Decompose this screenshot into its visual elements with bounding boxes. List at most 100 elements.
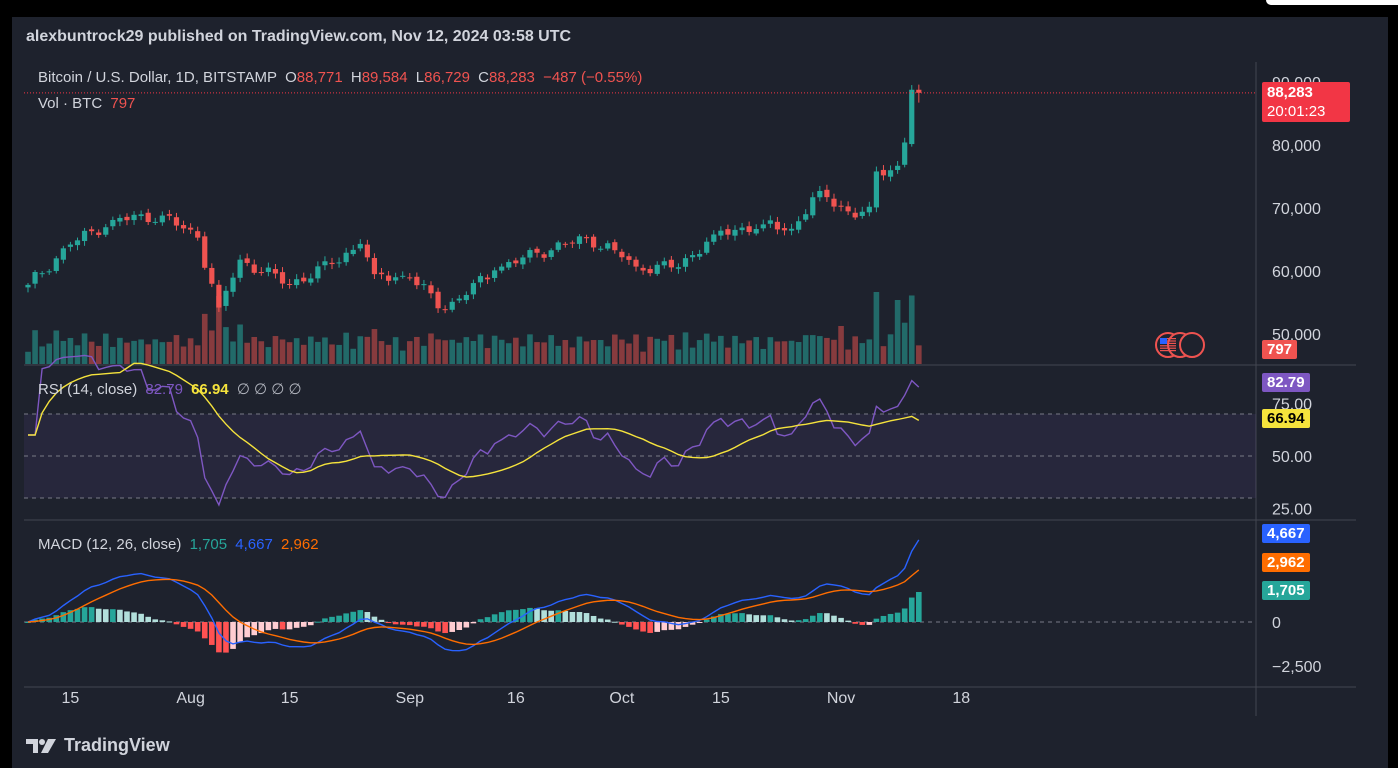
volume-bar: [527, 334, 533, 364]
close-value: 88,283: [489, 69, 535, 86]
macd-hist-bar: [703, 619, 710, 622]
macd-hist-bar: [916, 591, 922, 622]
tradingview-logo-icon: [26, 738, 56, 753]
volume-bar: [845, 349, 851, 364]
volume-bar: [456, 342, 463, 364]
volume-bar: [385, 344, 392, 364]
flag-stripe: [1160, 347, 1176, 349]
macd-hist-bar: [894, 612, 901, 622]
candle-body: [244, 258, 250, 263]
candle-body: [513, 260, 519, 264]
volume-bar: [838, 326, 844, 364]
volume-bar: [209, 330, 215, 364]
candle-body: [96, 232, 102, 235]
rsi-ma-line: [28, 362, 920, 478]
time-tick-label: 15: [712, 690, 730, 707]
volume-bar: [315, 341, 321, 364]
volume-bar: [293, 338, 300, 364]
candle-body: [53, 258, 59, 271]
volume-bar: [421, 345, 427, 364]
change-value: −487 (−0.55%): [543, 69, 643, 86]
volume-bar: [513, 337, 519, 364]
macd-hist-bar: [74, 608, 81, 622]
volume-bar: [569, 347, 576, 364]
candle-body: [449, 301, 455, 310]
macd-hist-bar: [484, 617, 491, 622]
macd-hist-bar: [718, 614, 724, 622]
macd-hist-bar: [88, 607, 95, 622]
countdown-value: 20:01:23: [1267, 103, 1326, 120]
volume-bar: [484, 348, 491, 364]
macd-hist-bar: [138, 613, 144, 622]
volume-tag: 797: [1262, 340, 1298, 359]
volume-bar: [414, 336, 420, 364]
volume-value: 797: [110, 95, 136, 112]
high-label: H: [350, 69, 362, 86]
volume-bar: [541, 342, 547, 364]
candle-body: [520, 257, 526, 265]
volume-bar: [131, 340, 137, 364]
volume-bar: [364, 336, 371, 364]
macd-hist-bar: [152, 619, 159, 622]
candle-body: [781, 228, 788, 231]
volume-bar: [216, 296, 222, 364]
macd-hist-bar: [710, 616, 717, 622]
flag-stripe: [1160, 350, 1176, 352]
brand[interactable]: TradingView: [26, 735, 170, 756]
volume-bar: [463, 337, 470, 364]
volume-legend[interactable]: Vol · BTC 797: [38, 95, 139, 112]
chart-frame: [12, 17, 1388, 768]
candle-body: [385, 275, 392, 281]
symbol-legend[interactable]: Bitcoin / U.S. Dollar, 1D, BITSTAMP O88,…: [38, 69, 646, 86]
macd-hist-bar: [541, 610, 547, 622]
candle-body: [548, 250, 554, 257]
candle-body: [492, 270, 498, 278]
close-label: C: [478, 69, 490, 86]
candle-body: [39, 273, 45, 275]
time-tick-label: Nov: [827, 690, 855, 707]
candle-body: [258, 272, 264, 274]
macd-hist-bar: [329, 616, 335, 622]
macd-hist-bar: [216, 622, 222, 653]
volume-bar: [498, 339, 505, 364]
volume-bar: [590, 340, 597, 364]
volume-bar: [244, 342, 250, 364]
candle-body: [364, 244, 370, 258]
macd-hist-bar: [774, 617, 781, 622]
volume-bar: [124, 342, 130, 364]
macd-hist-bar: [661, 622, 668, 631]
rsi-legend[interactable]: RSI (14, close) 82.79 66.94 ∅ ∅ ∅ ∅: [38, 380, 306, 398]
flag-stripe: [1160, 342, 1176, 344]
volume-bar: [272, 336, 279, 364]
candle-body: [647, 268, 653, 274]
volume-bar: [817, 336, 823, 364]
macd-hist-bar: [788, 620, 795, 622]
macd-hist-bar: [491, 614, 498, 622]
macd-hist-bar: [746, 614, 752, 622]
price-tick-label: 50,000: [1272, 327, 1321, 344]
macd-hist-bar: [640, 622, 646, 632]
open-label: O: [285, 69, 297, 86]
volume-bar: [300, 344, 307, 364]
macd-hist-bar: [392, 622, 399, 625]
volume-bar: [640, 351, 646, 364]
candle-body: [456, 298, 462, 301]
candle-body: [477, 276, 484, 283]
macd-hist-bar: [25, 622, 31, 623]
candle-body: [294, 279, 300, 286]
macd-hist-bar: [442, 622, 448, 634]
candle-body: [343, 252, 349, 263]
candle-body: [357, 243, 363, 249]
volume-bar: [795, 342, 802, 364]
volume-bar: [824, 337, 830, 364]
candle-body: [718, 230, 724, 236]
volume-bar: [145, 344, 151, 364]
volume-bar: [873, 292, 880, 364]
volume-bar: [908, 295, 915, 364]
rsi-tick-label: 25.00: [1272, 502, 1312, 519]
macd-legend[interactable]: MACD (12, 26, close) 1,705 4,667 2,962: [38, 536, 323, 553]
macd-hist-bar: [173, 622, 180, 625]
candle-body: [661, 261, 667, 266]
macd-hist-bar: [513, 609, 519, 622]
